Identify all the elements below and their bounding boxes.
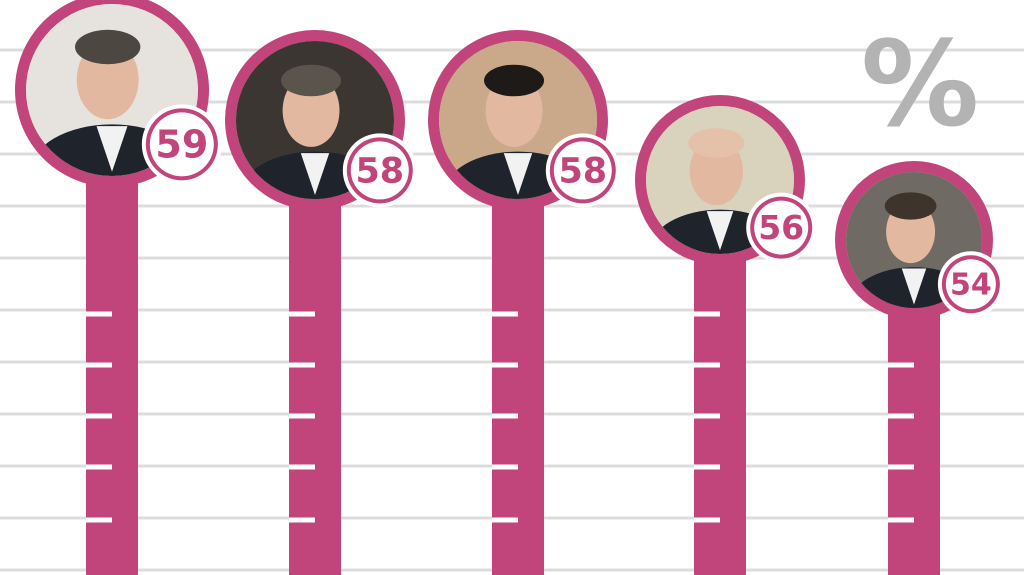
stem-tick [492,464,518,470]
stem-tick [888,464,914,470]
value-badge-inner [553,141,612,200]
stem-tick [289,464,315,470]
percent-unit-symbol: % [861,15,979,153]
value-badge-inner [350,141,409,200]
value-badge-inner [754,200,809,255]
stem-tick [289,362,315,368]
stem-tick [492,311,518,317]
value-label: 56 [758,208,804,247]
stem-tick [694,362,720,368]
stem-tick [888,413,914,419]
stem-tick [492,517,518,523]
stem-tick [888,517,914,523]
value-label: 58 [355,151,404,191]
stem-tick [492,413,518,419]
bar-0: 59 [15,0,222,575]
stem-tick [694,464,720,470]
stem-tick [289,413,315,419]
stem-tick [694,517,720,523]
stem-tick [694,413,720,419]
stem-tick [492,362,518,368]
stem-tick [86,362,112,368]
stem-tick [86,413,112,419]
value-badge-inner [149,112,214,177]
bar-1: 58 [225,30,417,575]
stem-tick [86,464,112,470]
bar-3: 56 [635,95,817,575]
bar-4: 54 [835,161,1004,575]
stem-tick [289,311,315,317]
stem-tick [86,517,112,523]
stem-tick [86,311,112,317]
stem-tick [694,311,720,317]
portrait-photo [846,172,982,308]
bars: 59 58 58 56 54 [15,0,1004,575]
value-badge-inner [945,259,996,310]
stem-tick [289,517,315,523]
stem-tick [888,362,914,368]
value-label: 59 [155,122,208,166]
value-label: 58 [558,151,607,191]
value-label: 54 [950,268,992,303]
bar-2: 58 [428,30,620,575]
